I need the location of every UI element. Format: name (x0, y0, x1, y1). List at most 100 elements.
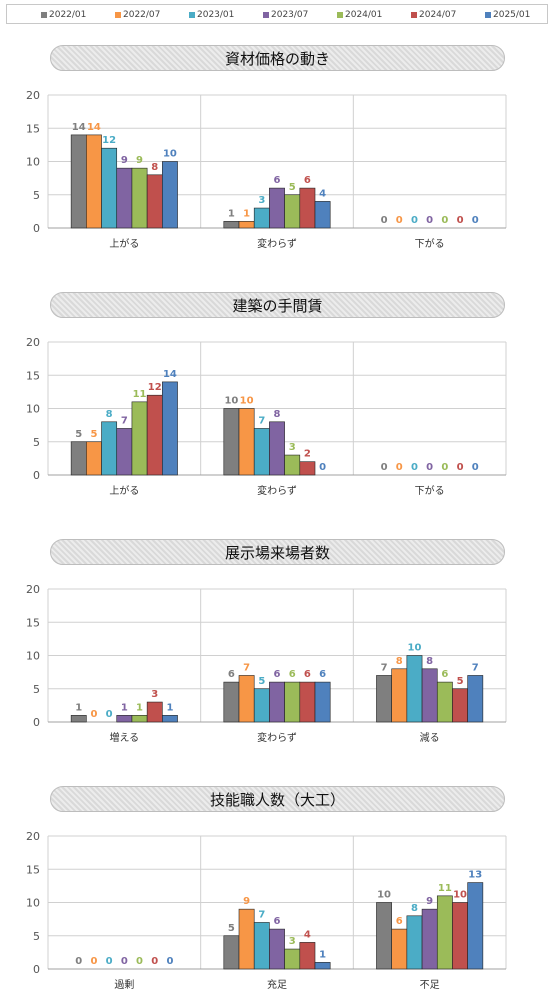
y-tick-label: 10 (26, 156, 40, 169)
data-label: 6 (396, 916, 403, 927)
data-label: 14 (163, 369, 177, 380)
data-label: 8 (151, 162, 158, 173)
data-label: 7 (243, 662, 250, 673)
legend-label: 2025/01 (493, 10, 531, 20)
bar (101, 421, 118, 476)
data-label: 3 (289, 442, 296, 453)
chart-title-visitors: 展示場来場者数 (50, 539, 505, 565)
data-label: 13 (468, 870, 482, 881)
data-label: 1 (136, 702, 143, 713)
bar (70, 441, 87, 476)
bar (452, 688, 468, 723)
data-label: 4 (319, 188, 326, 199)
bar (314, 201, 331, 229)
bar (146, 174, 163, 229)
legend-label: 2022/07 (123, 10, 161, 20)
legend-item-2024-01: 2024/01 (337, 9, 382, 21)
data-label: 8 (411, 903, 418, 914)
data-label: 7 (472, 662, 479, 673)
legend-swatch (41, 12, 47, 18)
data-label: 1 (121, 702, 128, 713)
bar (421, 908, 438, 970)
data-label: 11 (438, 883, 452, 894)
bar (223, 221, 240, 229)
data-label: 6 (274, 175, 281, 186)
data-label: 0 (411, 462, 418, 473)
chart-title-carpenters: 技能職人数（大工） (50, 786, 505, 812)
data-label: 5 (457, 676, 464, 687)
data-label: 0 (121, 956, 128, 967)
bar (70, 715, 87, 723)
data-label: 14 (87, 122, 101, 133)
data-label: 5 (228, 923, 235, 934)
data-label: 10 (377, 890, 391, 901)
data-label: 10 (453, 890, 467, 901)
data-label: 0 (457, 462, 464, 473)
bar (116, 167, 133, 229)
bar (131, 167, 148, 229)
data-label: 0 (381, 215, 388, 226)
data-label: 1 (228, 208, 235, 219)
bar (436, 895, 453, 970)
y-tick-label: 15 (26, 122, 40, 135)
bar (116, 428, 133, 476)
data-label: 0 (411, 215, 418, 226)
data-label: 5 (90, 429, 97, 440)
data-label: 0 (396, 215, 403, 226)
y-tick-label: 20 (26, 89, 40, 102)
bar (131, 401, 148, 476)
bar (116, 715, 133, 723)
data-label: 9 (243, 896, 250, 907)
bar (421, 668, 438, 723)
data-label: 0 (106, 956, 113, 967)
data-label: 4 (304, 929, 311, 940)
data-label: 12 (102, 135, 116, 146)
data-label: 8 (274, 409, 281, 420)
data-label: 7 (258, 909, 265, 920)
bar (253, 688, 270, 723)
bar (70, 134, 87, 229)
bar (284, 681, 301, 723)
data-label: 7 (381, 662, 388, 673)
legend-swatch (337, 12, 343, 18)
bar (86, 441, 102, 476)
bar (452, 902, 468, 970)
data-label: 0 (457, 215, 464, 226)
data-label: 8 (426, 656, 433, 667)
bar (391, 668, 408, 723)
category-label: 過剰 (114, 979, 134, 990)
data-label: 6 (274, 669, 281, 680)
y-tick-label: 15 (26, 616, 40, 629)
data-label: 0 (441, 215, 448, 226)
data-label: 5 (258, 676, 265, 687)
bar (299, 942, 316, 970)
legend-label: 2024/07 (419, 10, 457, 20)
category-label: 変わらず (257, 237, 297, 250)
category-label: 上がる (109, 237, 139, 250)
data-label: 6 (304, 669, 311, 680)
bar (223, 935, 240, 970)
y-tick-label: 15 (26, 863, 40, 876)
bar (253, 428, 270, 476)
legend-item-2022-01: 2022/01 (41, 9, 86, 21)
y-tick-label: 10 (26, 403, 40, 416)
legend-swatch (263, 12, 269, 18)
bar (376, 902, 392, 970)
category-label: 下がる (415, 484, 445, 497)
bar (253, 207, 270, 229)
bar (146, 701, 163, 723)
data-label: 6 (274, 916, 281, 927)
y-tick-label: 5 (33, 683, 40, 696)
data-label: 6 (304, 175, 311, 186)
y-tick-label: 5 (33, 930, 40, 943)
legend-swatch (411, 12, 417, 18)
bar (86, 134, 102, 229)
bar (299, 681, 316, 723)
data-label: 10 (408, 643, 422, 654)
data-label: 0 (90, 709, 97, 720)
data-label: 0 (472, 462, 479, 473)
bar (238, 908, 255, 970)
